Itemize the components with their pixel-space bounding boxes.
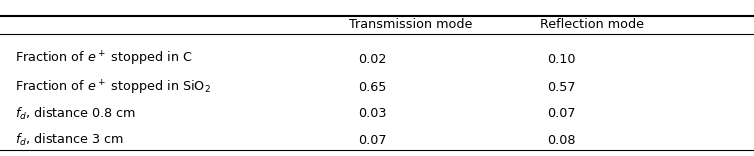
Text: 0.57: 0.57 <box>547 81 575 94</box>
Text: Transmission mode: Transmission mode <box>349 18 473 31</box>
Text: $f_d$, distance 3 cm: $f_d$, distance 3 cm <box>15 132 124 149</box>
Text: 0.07: 0.07 <box>358 134 387 147</box>
Text: 0.08: 0.08 <box>547 134 575 147</box>
Text: 0.03: 0.03 <box>358 107 387 120</box>
Text: 0.07: 0.07 <box>547 107 575 120</box>
Text: Reflection mode: Reflection mode <box>540 18 644 31</box>
Text: 0.02: 0.02 <box>358 53 387 66</box>
Text: $f_d$, distance 0.8 cm: $f_d$, distance 0.8 cm <box>15 106 136 122</box>
Text: 0.10: 0.10 <box>547 53 575 66</box>
Text: Fraction of $e^+$ stopped in C: Fraction of $e^+$ stopped in C <box>15 50 192 68</box>
Text: Fraction of $e^+$ stopped in SiO$_2$: Fraction of $e^+$ stopped in SiO$_2$ <box>15 78 211 97</box>
Text: 0.65: 0.65 <box>358 81 387 94</box>
